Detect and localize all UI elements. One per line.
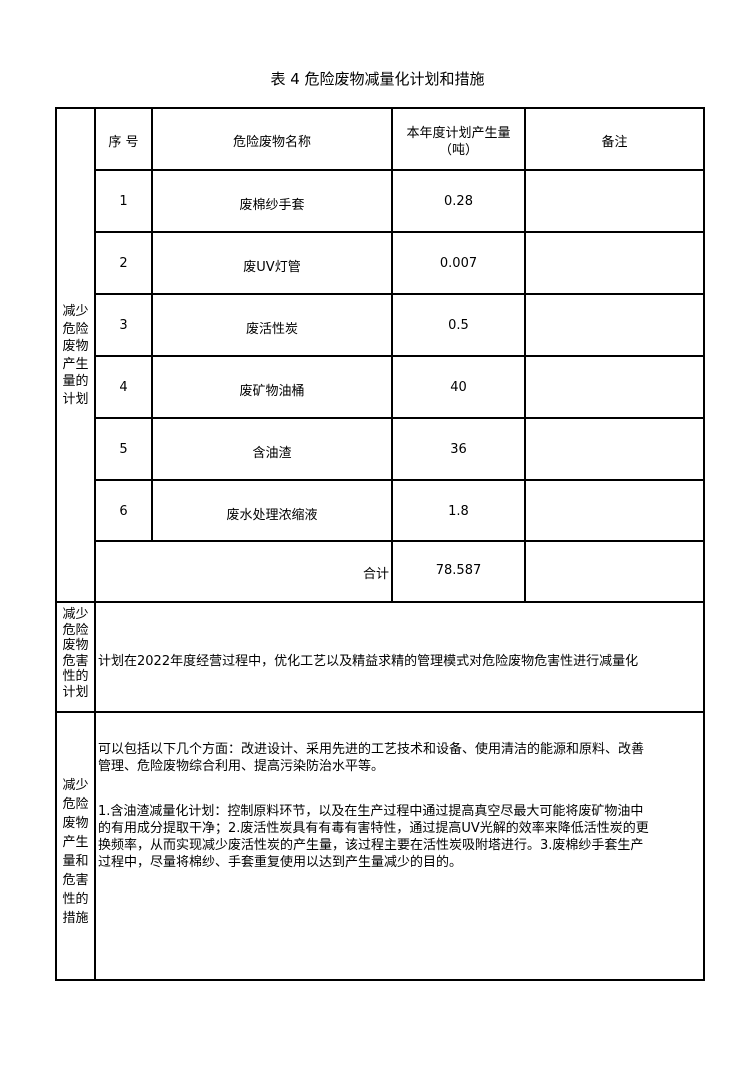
reduce-hazard-label: 减少 危险 废物 危害 性的 计划 (57, 607, 94, 701)
label-line: 废物 (62, 339, 89, 354)
label-line: 危险 (62, 321, 89, 337)
row-no: 3 (119, 318, 128, 333)
row-amount: 40 (450, 380, 467, 395)
row-name: 含油渣 (252, 446, 292, 461)
text-line: 的有用成分提取干净；2.废活性炭具有有毒有害特性，通过提高UV光解的效率来降低活… (98, 821, 649, 836)
row-name: 废水处理浓缩液 (226, 508, 318, 523)
measures-paragraph-1: 可以包括以下几个方面：改进设计、采用先进的工艺技术和设备、使用清洁的能源和原料、… (98, 741, 644, 775)
row-amount: 0.5 (448, 318, 469, 333)
row-name: 废棉纱手套 (239, 198, 305, 213)
header-no: 序 号 (108, 135, 139, 150)
label-line: 性的 (62, 892, 89, 907)
header-amount: 本年度计划产生量 (406, 126, 511, 141)
label-line: 危险 (62, 622, 89, 638)
label-line: 量和 (62, 854, 89, 869)
measures-label: 减少危险废物产生量和危害性的措施 (57, 776, 94, 928)
row-amount: 1.8 (448, 504, 469, 519)
row-no: 6 (119, 504, 128, 519)
row-name: 废UV灯管 (243, 260, 301, 275)
text-line: 管理、危险废物综合利用、提高污染防治水平等。 (98, 759, 385, 774)
label-line: 措施 (62, 911, 89, 926)
header-note: 备注 (601, 135, 628, 150)
total-label: 合计 (362, 567, 389, 582)
measures-paragraph-2: 1.含油渣减量化计划：控制原料环节，以及在生产过程中通过提高真空尽最大可能将废矿… (98, 803, 649, 871)
text-line: 1.含油渣减量化计划：控制原料环节，以及在生产过程中通过提高真空尽最大可能将废矿… (98, 804, 644, 819)
label-line: 产生 (62, 835, 89, 850)
row-amount: 0.007 (439, 256, 478, 271)
header-amount-unit: （吨） (438, 143, 478, 158)
label-line: 产生 (62, 356, 89, 372)
row-no: 1 (119, 194, 128, 209)
label-line: 减少 (62, 607, 89, 622)
page-title: 表 4 危险废物减量化计划和措施 (270, 70, 485, 88)
label-line: 减少 (62, 778, 89, 793)
total-value: 78.587 (435, 563, 482, 578)
row-no: 2 (119, 256, 128, 271)
header-name: 危险废物名称 (232, 135, 311, 150)
label-line: 性的 (62, 669, 89, 685)
row-amount: 36 (450, 442, 467, 457)
label-line: 量的 (62, 374, 89, 389)
label-line: 计划 (62, 684, 89, 700)
label-line: 危害 (62, 653, 89, 669)
label-line: 废物 (62, 638, 89, 654)
row-name: 废活性炭 (245, 322, 298, 337)
label-line: 废物 (62, 816, 89, 831)
reduce-hazard-text: 计划在2022年度经营过程中，优化工艺以及精益求精的管理模式对危险废物危害性进行… (98, 654, 639, 669)
text-line: 换频率，从而实现减少废活性炭的产生量，该过程主要在活性炭吸附塔进行。3.废棉纱手… (98, 838, 644, 853)
label-line: 危险 (62, 797, 89, 812)
label-line: 危害 (62, 873, 89, 888)
label-line: 减少 (62, 304, 89, 319)
label-line: 计划 (62, 391, 89, 407)
text-line: 可以包括以下几个方面：改进设计、采用先进的工艺技术和设备、使用清洁的能源和原料、… (98, 742, 645, 757)
text-line: 过程中，尽量将棉纱、手套重复使用以达到产生量减少的目的。 (98, 855, 463, 870)
row-no: 5 (119, 442, 128, 457)
row-no: 4 (119, 380, 128, 395)
row-name: 废矿物油桶 (239, 384, 305, 399)
row-amount: 0.28 (444, 194, 473, 209)
reduce-amount-label: 减少危险废物产生量的计划 (57, 303, 94, 408)
